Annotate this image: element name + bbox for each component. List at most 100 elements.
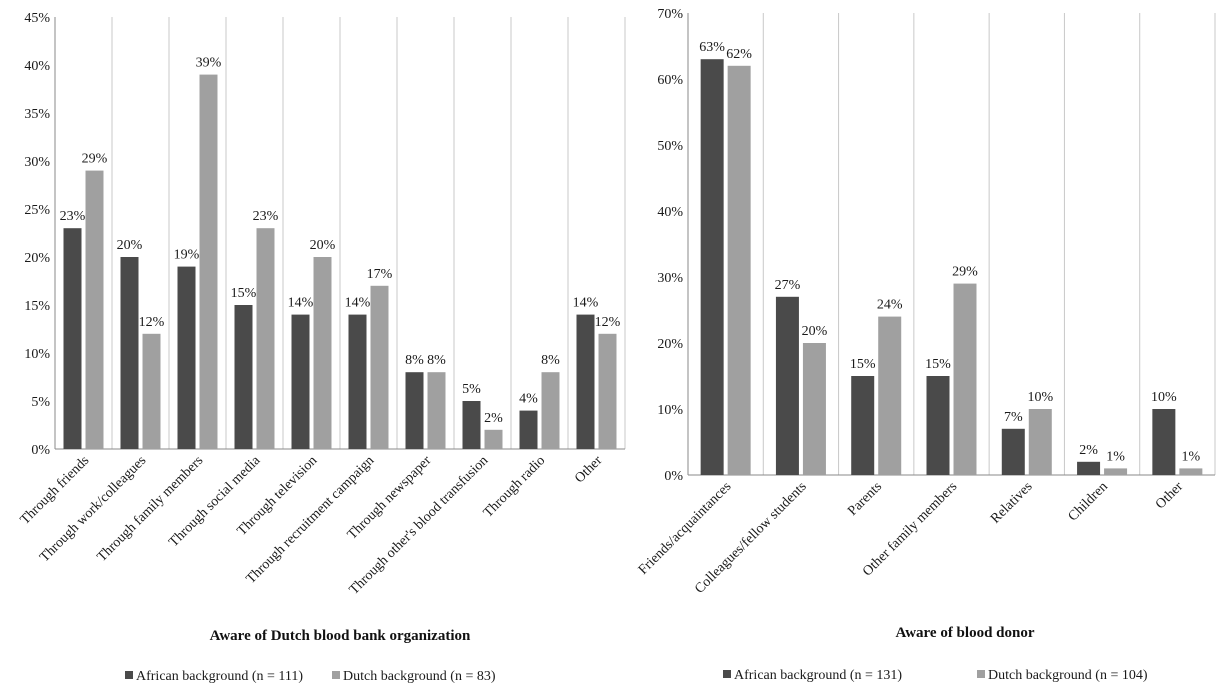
bar-african [291, 314, 310, 449]
category-label: Through work/colleagues [37, 453, 149, 565]
category-label: Other [1153, 479, 1186, 512]
bar-dutch [802, 343, 826, 475]
bar-african [1152, 409, 1176, 475]
bar-dutch [370, 285, 389, 449]
bar-african [63, 228, 82, 449]
data-label: 2% [484, 411, 503, 426]
bar-african [405, 372, 424, 449]
x-axis-title: Aware of blood donor [895, 625, 1034, 641]
chart-blood-donor-awareness: 0% 10% 20% 30% 40% 50% 60% 70% 63% 27% 15% 15% 7% 2% 1… [636, 7, 1216, 683]
category-label: Through family members [95, 453, 207, 565]
bar-dutch [1028, 409, 1052, 475]
bar-dutch [85, 170, 104, 449]
data-label: 8% [405, 353, 424, 368]
data-label: 15% [850, 357, 876, 372]
data-label: 24% [877, 298, 903, 313]
bar-dutch [1104, 468, 1128, 475]
y-tick-label: 60% [657, 73, 683, 88]
data-label: 39% [196, 56, 222, 71]
bar-african [1077, 461, 1101, 475]
data-label: 4% [519, 392, 538, 407]
bar-african [519, 410, 538, 449]
bar-dutch [1179, 468, 1203, 475]
bar-dutch [953, 283, 977, 475]
y-tick-label: 10% [657, 403, 683, 418]
data-label: 2% [1079, 443, 1098, 458]
data-label: 63% [699, 40, 725, 55]
category-label: Relatives [988, 479, 1035, 526]
bar-african [348, 314, 367, 449]
data-label: 17% [367, 267, 393, 282]
data-label: 5% [462, 382, 481, 397]
legend-label: Dutch background (n = 104) [988, 668, 1148, 683]
y-tick-label: 70% [657, 7, 683, 22]
y-tick-label: 40% [657, 205, 683, 220]
data-label: 12% [595, 315, 621, 330]
bar-dutch [541, 372, 560, 449]
data-label: 20% [117, 238, 143, 253]
data-label: 14% [573, 296, 599, 311]
data-label: 1% [1182, 449, 1201, 464]
bar-african [576, 314, 595, 449]
data-label: 15% [231, 286, 257, 301]
data-label: 23% [60, 209, 86, 224]
legend-label: African background (n = 131) [734, 668, 902, 683]
bar-dutch [727, 65, 751, 476]
y-tick-label: 30% [657, 271, 683, 286]
bar-african [462, 401, 481, 449]
category-label: Parents [845, 479, 885, 519]
data-label: 8% [427, 353, 446, 368]
y-tick-label: 0% [31, 443, 50, 458]
data-label: 10% [1027, 390, 1053, 405]
data-label: 20% [802, 324, 828, 339]
bar-dutch [142, 333, 161, 449]
legend-swatch-african [125, 671, 133, 679]
bar-african [1001, 428, 1025, 475]
legend-swatch-dutch [977, 670, 985, 678]
bar-dutch [256, 228, 275, 449]
data-label: 14% [288, 296, 314, 311]
legend-swatch-african [723, 670, 731, 678]
data-label: 19% [174, 248, 200, 263]
data-label: 1% [1106, 449, 1125, 464]
data-label: 12% [139, 315, 165, 330]
data-label: 62% [726, 47, 752, 62]
x-axis-title: Aware of Dutch blood bank organization [210, 628, 471, 644]
data-label: 29% [82, 152, 108, 167]
y-tick-label: 30% [24, 155, 50, 170]
y-tick-label: 25% [24, 203, 50, 218]
legend-swatch-dutch [332, 671, 340, 679]
y-tick-label: 5% [31, 395, 50, 410]
y-tick-label: 20% [24, 251, 50, 266]
bar-african [120, 257, 139, 449]
category-label: Children [1066, 479, 1111, 524]
y-tick-label: 20% [657, 337, 683, 352]
bar-african [700, 59, 724, 475]
category-label: Through radio [481, 453, 549, 521]
data-label: 8% [541, 353, 560, 368]
data-label: 14% [345, 296, 371, 311]
category-label: Other [572, 453, 605, 486]
data-label: 7% [1004, 410, 1023, 425]
bar-african [234, 305, 253, 449]
data-label: 15% [925, 357, 951, 372]
data-label: 10% [1151, 390, 1177, 405]
bar-african [775, 296, 799, 475]
bar-dutch [598, 333, 617, 449]
y-tick-label: 35% [24, 107, 50, 122]
data-label: 20% [310, 238, 336, 253]
chart-blood-bank-awareness: 0% 5% 10% 15% 20% 25% 30% 35% 40% 45% 23% 20% 19% 15%… [18, 11, 626, 684]
bar-dutch [199, 74, 218, 449]
legend-label: African background (n = 111) [136, 669, 303, 684]
y-tick-label: 45% [24, 11, 50, 26]
y-tick-label: 10% [24, 347, 50, 362]
data-label: 23% [253, 209, 279, 224]
bar-dutch [484, 429, 503, 449]
data-label: 27% [775, 278, 801, 293]
y-tick-label: 50% [657, 139, 683, 154]
bar-african [177, 266, 196, 449]
bar-dutch [313, 257, 332, 449]
y-tick-label: 0% [664, 469, 683, 484]
bar-dutch [427, 372, 446, 449]
